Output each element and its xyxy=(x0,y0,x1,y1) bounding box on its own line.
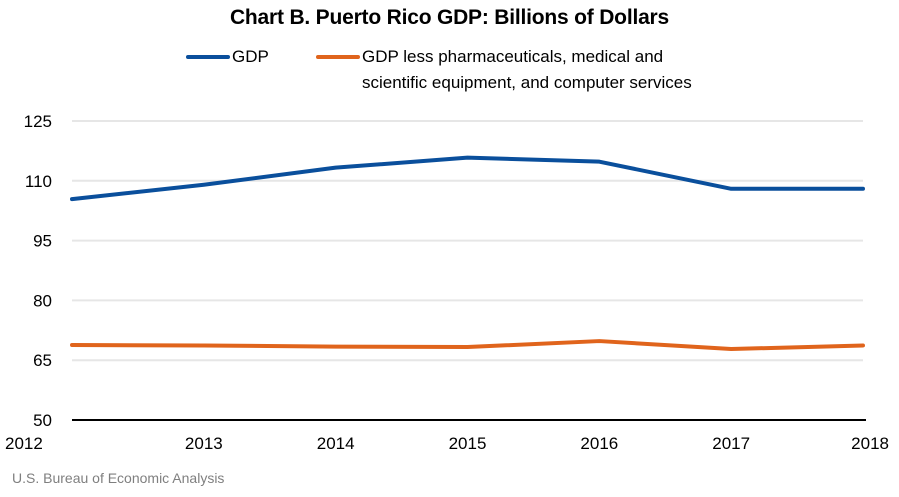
legend-label-gdp-less: GDP less pharmaceuticals, medical and sc… xyxy=(362,44,692,96)
series-line-gdp-less xyxy=(70,339,865,352)
x-tick-label-2012: 2012 xyxy=(5,434,43,453)
legend-label-gdp: GDP xyxy=(232,47,269,66)
x-tick-label-2014: 2014 xyxy=(317,434,355,453)
source-note: U.S. Bureau of Economic Analysis xyxy=(12,470,225,486)
series-lines xyxy=(70,155,865,352)
x-tick-label-2018: 2018 xyxy=(851,434,889,453)
chart-title: Chart B. Puerto Rico GDP: Billions of Do… xyxy=(229,6,670,29)
y-tick-label-110: 110 xyxy=(25,172,52,191)
gridlines xyxy=(72,120,863,362)
y-tick-label-65: 65 xyxy=(33,351,52,370)
y-axis-ticks: 50 65 80 95 110 125 xyxy=(24,112,52,430)
legend-item-gdp-less: GDP less pharmaceuticals, medical and sc… xyxy=(316,44,692,96)
x-axis-ticks: 2012 2013 2014 2015 2016 2017 2018 xyxy=(5,434,889,453)
legend-item-gdp: GDP xyxy=(186,44,269,70)
y-tick-label-125: 125 xyxy=(24,112,52,131)
legend-label-line-1: GDP less pharmaceuticals, medical and xyxy=(362,47,664,66)
y-tick-label-80: 80 xyxy=(33,291,52,310)
legend-swatch-gdp xyxy=(186,55,230,59)
x-tick-label-2017: 2017 xyxy=(712,434,750,453)
x-tick-label-2015: 2015 xyxy=(449,434,487,453)
legend-swatch-gdp-less xyxy=(316,55,360,59)
y-tick-label-95: 95 xyxy=(33,232,52,251)
y-tick-label-50: 50 xyxy=(33,411,52,430)
series-line-gdp xyxy=(70,155,865,202)
x-tick-label-2016: 2016 xyxy=(580,434,618,453)
x-tick-label-2013: 2013 xyxy=(185,434,223,453)
legend-label-line-2: scientific equipment, and computer servi… xyxy=(362,73,692,92)
